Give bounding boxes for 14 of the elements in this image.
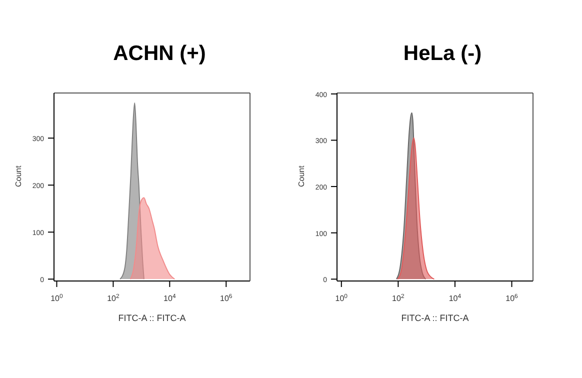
- x-tick-label: 10$^{0}$: [50, 293, 64, 303]
- y-axis-title: Count: [14, 164, 23, 187]
- x-axis-title: FITC-A :: FITC-A: [118, 313, 186, 323]
- x-tick-label: 10$^{6}$: [506, 293, 519, 303]
- x-tick-label: 10$^{4}$: [164, 293, 176, 303]
- y-axis-title: Count: [296, 164, 306, 187]
- x-tick-label: 10$^{0}$: [335, 293, 348, 303]
- chart-title: ACHN (+): [112, 41, 207, 67]
- x-tick-label: 10$^{4}$: [448, 293, 462, 303]
- x-tick-label: 10$^{2}$: [392, 293, 405, 303]
- x-axis-title: FITC-A :: FITC-A: [401, 313, 469, 323]
- chart-title: HeLa (-): [402, 41, 483, 67]
- x-tick-label: 10$^{2}$: [107, 293, 120, 303]
- x-tick-label: 10$^{6}$: [220, 293, 233, 303]
